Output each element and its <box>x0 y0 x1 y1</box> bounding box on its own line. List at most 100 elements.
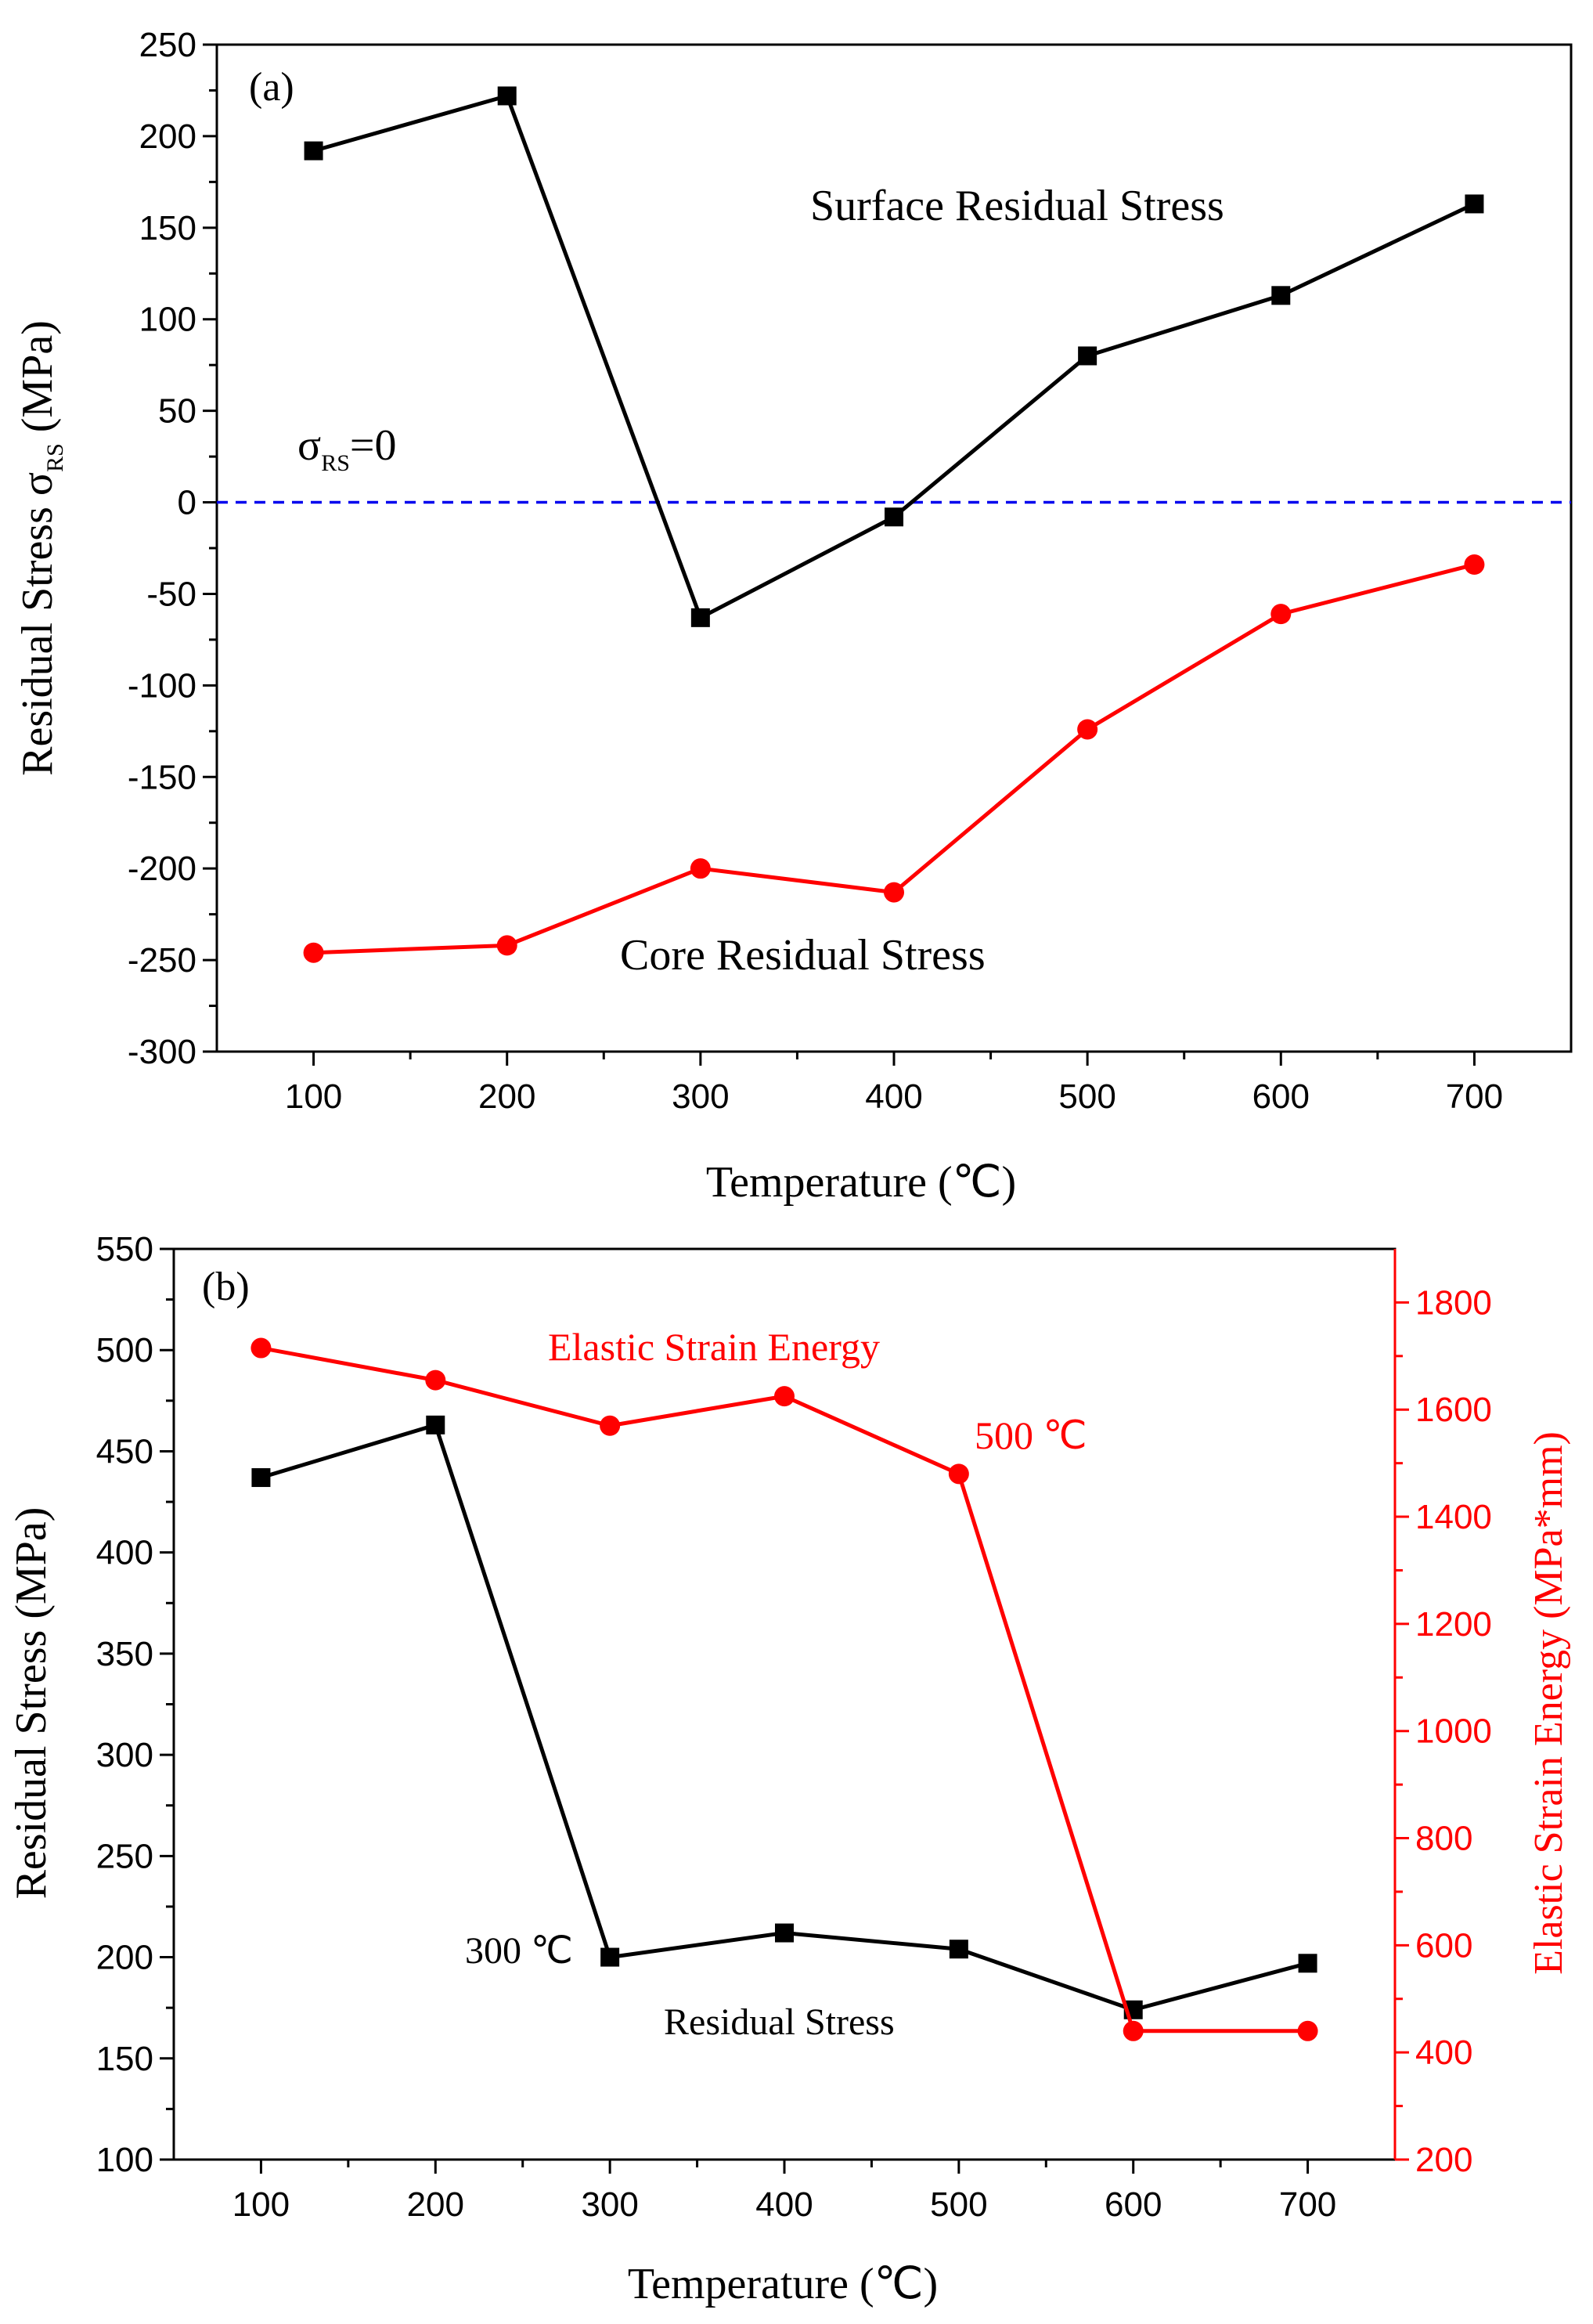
panel-b-data-point <box>600 1415 621 1436</box>
panel-a-y-tick-label: -150 <box>128 758 196 796</box>
panel-b-y2-tick-label: 800 <box>1415 1820 1472 1858</box>
panel-b-y2-tick-label: 1800 <box>1415 1283 1492 1322</box>
panel-a-x-axis: 100 200 300 400 500 600 700 <box>285 1052 1503 1116</box>
panel-a-label: (a) <box>249 65 294 110</box>
panel-a-y-axis: -300 -250 -200 -150 -100 -50 0 50 100 150 200 250 <box>128 26 217 1071</box>
panel-a-y-tick-label: -300 <box>128 1033 196 1071</box>
panel-a-y-tick-label: -250 <box>128 941 196 980</box>
panel-a-x-tick-label: 400 <box>865 1077 922 1116</box>
panel-b-y-tick-label: 400 <box>96 1534 153 1572</box>
panel-b-y-tick-label: 300 <box>96 1736 153 1774</box>
panel-a-data-point <box>1271 286 1291 305</box>
panel-a-data-point <box>1078 346 1097 366</box>
panel-a-y-tick-label: -200 <box>128 850 196 888</box>
panel-a-y-axis-title: Residual Stress σRS (MPa) <box>13 320 68 776</box>
panel-b-y2-tick-label: 1600 <box>1415 1391 1492 1429</box>
panel-b-data-point <box>774 1386 795 1407</box>
panel-a-data-point <box>497 86 517 106</box>
panel-b-x-tick-label: 500 <box>930 2185 987 2224</box>
panel-b-y2-tick-label: 1200 <box>1415 1605 1492 1644</box>
panel-b-data-point <box>425 1370 446 1391</box>
panel-b-x-tick-label: 600 <box>1105 2185 1162 2224</box>
panel-b-elastic-series-label: Elastic Strain Energy <box>548 1325 880 1369</box>
panel-a-x-tick-label: 100 <box>285 1077 342 1116</box>
panel-b-data-point <box>948 1463 969 1485</box>
panel-b-y-tick-label: 550 <box>96 1230 153 1268</box>
panel-b-data-point <box>949 1940 968 1959</box>
panel-a-data-point <box>1077 719 1098 740</box>
panel-a-data-point <box>496 935 517 956</box>
panel-b-y2-axis-title: Elastic Strain Energy (MPa*mm) <box>1526 1431 1571 1975</box>
panel-a-x-tick-label: 500 <box>1058 1077 1115 1116</box>
panel-a-y-tick-label: -100 <box>128 666 196 705</box>
panel-b-y2-tick-label: 1400 <box>1415 1498 1492 1536</box>
panel-b-data-point <box>250 1337 272 1359</box>
panel-b-x-tick-label: 100 <box>232 2185 290 2224</box>
panel-b-data-point <box>1123 2020 1144 2041</box>
panel-a-y-tick-label: 50 <box>158 392 196 431</box>
panel-a-y-tick-label: 0 <box>178 484 196 522</box>
panel-b-series-line <box>260 1422 1309 2012</box>
panel-a-series-line <box>312 93 1476 621</box>
panel-a-zero-reference-label: σRS=0 <box>297 421 396 476</box>
panel-a-x-tick-label: 200 <box>478 1077 535 1116</box>
panel-b-data-point <box>1297 2020 1318 2041</box>
panel-b-x-tick-label: 400 <box>755 2185 813 2224</box>
panel-a-y-tick-label: 250 <box>139 26 196 64</box>
panel-b-y-tick-label: 200 <box>96 1939 153 1977</box>
panel-a-x-tick-label: 300 <box>672 1077 729 1116</box>
panel-b-y2-tick-label: 200 <box>1415 2141 1472 2179</box>
panel-b-series-residual-stress <box>251 1415 1317 2019</box>
panel-b-annotation-300: 300 ℃ <box>465 1930 573 1972</box>
panel-b-y2-tick-label: 1000 <box>1415 1712 1492 1751</box>
panel-a-data-point <box>303 942 324 963</box>
panel-b-x-tick-label: 700 <box>1279 2185 1336 2224</box>
panel-b-series-elastic-strain-energy <box>250 1337 1318 2041</box>
panel-a-data-point <box>690 858 711 879</box>
panel-b-y-tick-label: 150 <box>96 2040 153 2078</box>
panel-a-x-tick-label: 600 <box>1252 1077 1310 1116</box>
panel-b-data-point <box>1298 1954 1317 1973</box>
panel-a-y-tick-label: 200 <box>139 117 196 156</box>
panel-a-x-axis-title: Temperature (℃) <box>706 1158 1016 1207</box>
panel-b-y2-tick-label: 400 <box>1415 2034 1472 2072</box>
panel-b-residual-series-label: Residual Stress <box>664 2001 895 2043</box>
panel-b-label: (b) <box>202 1265 250 1309</box>
panel-a: -300 -250 -200 -150 -100 -50 0 50 100 150 200 250 1… <box>13 26 1573 1207</box>
panel-a-x-tick-label: 700 <box>1446 1077 1503 1116</box>
panel-b: 100 150 200 250 300 350 400 450 500 550 200 400 600… <box>7 1230 1571 2308</box>
panel-b-data-point <box>775 1923 794 1943</box>
panel-a-core-series-label: Core Residual Stress <box>620 931 986 980</box>
panel-b-data-point <box>600 1947 620 1967</box>
panel-b-data-point <box>426 1415 445 1434</box>
panel-a-surface-series-label: Surface Residual Stress <box>810 182 1224 230</box>
panel-b-y-tick-label: 250 <box>96 1837 153 1875</box>
panel-a-y-tick-label: 100 <box>139 301 196 339</box>
panel-b-y-tick-label: 450 <box>96 1432 153 1471</box>
panel-b-data-point <box>251 1468 271 1488</box>
panel-b-right-y-axis: 200 400 600 800 1000 1200 1400 1600 1800 <box>1395 1283 1492 2179</box>
panel-b-left-y-axis: 100 150 200 250 300 350 400 450 500 550 <box>96 1230 174 2179</box>
panel-a-data-point <box>1464 554 1485 576</box>
panel-a-y-tick-label: 150 <box>139 209 196 247</box>
panel-a-data-point <box>690 608 710 627</box>
panel-a-series-core-residual-stress <box>303 554 1485 963</box>
panel-a-data-point <box>1465 194 1484 214</box>
panel-a-data-point <box>1270 604 1292 625</box>
panel-a-data-point <box>885 507 903 527</box>
panel-b-y2-tick-label: 600 <box>1415 1926 1472 1965</box>
panel-b-x-tick-label: 300 <box>581 2185 638 2224</box>
panel-b-x-tick-label: 200 <box>407 2185 464 2224</box>
panel-a-data-point <box>884 882 904 903</box>
panel-a-y-tick-label: -50 <box>146 575 196 613</box>
panel-a-series-surface-residual-stress <box>304 86 1484 627</box>
panel-b-y-tick-label: 350 <box>96 1635 153 1673</box>
panel-b-x-axis-title: Temperature (℃) <box>628 2260 938 2308</box>
panel-b-y-tick-label: 500 <box>96 1331 153 1370</box>
panel-b-y-axis-title: Residual Stress (MPa) <box>7 1507 56 1900</box>
panel-a-data-point <box>304 141 323 161</box>
panel-b-annotation-500: 500 ℃ <box>975 1413 1087 1457</box>
panel-b-y-tick-label: 100 <box>96 2141 153 2179</box>
panel-b-x-axis: 100 200 300 400 500 600 700 <box>232 2160 1336 2224</box>
